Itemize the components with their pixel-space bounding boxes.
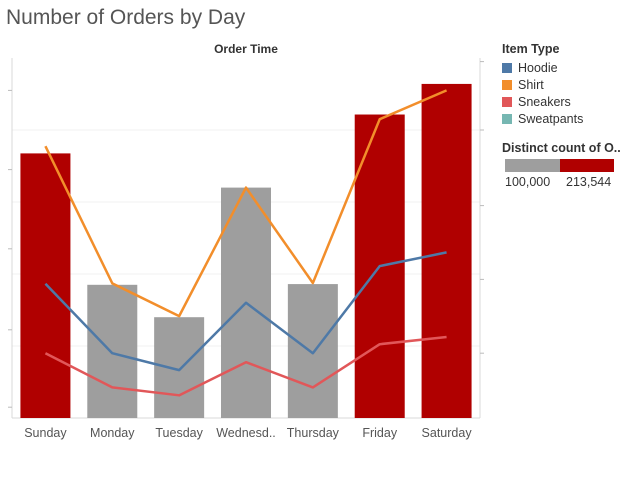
size-legend-title: Distinct count of O.. <box>502 141 621 155</box>
series-line-hoodie <box>44 251 447 372</box>
legend-label-sneakers: Sneakers <box>518 94 571 109</box>
x-tick-label: Thursday <box>287 426 340 440</box>
size-legend-min-label: 100,000 <box>505 175 551 189</box>
legend-swatch-sweatpants <box>502 113 512 124</box>
x-tick-label: Wednesd.. <box>216 426 276 440</box>
legend-item-sweatpants[interactable]: Sweatpants <box>502 110 630 127</box>
legend-label-sweatpants: Sweatpants <box>518 111 584 126</box>
x-tick-label: Monday <box>90 426 135 440</box>
series-line-sneakers <box>44 335 447 397</box>
size-legend-bar[interactable] <box>505 159 614 172</box>
chart-title: Number of Orders by Day <box>6 6 246 29</box>
bar <box>287 284 338 418</box>
x-tick-label: Sunday <box>24 426 67 440</box>
legend-label-shirt: Shirt <box>518 77 544 92</box>
legend-swatch-hoodie <box>502 62 512 73</box>
top-axis-title: Order Time <box>214 42 278 56</box>
series-line-shirt <box>44 89 448 318</box>
x-tick-label: Tuesday <box>155 426 203 440</box>
size-legend-low-swatch <box>505 159 560 172</box>
legend-label-hoodie: Hoodie <box>518 60 558 75</box>
legend-title: Item Type <box>502 42 560 56</box>
legend-swatch-sneakers <box>502 96 512 107</box>
x-tick-label: Saturday <box>422 426 473 440</box>
bar <box>20 153 71 418</box>
size-legend-high-swatch <box>560 159 614 172</box>
bar <box>421 83 472 419</box>
legend-item-sneakers[interactable]: Sneakers <box>502 93 630 110</box>
bar <box>154 317 205 418</box>
legend-swatch-shirt <box>502 79 512 90</box>
legend-item-hoodie[interactable]: Hoodie <box>502 59 630 76</box>
chart-svg: Order Time Sunday Monday Tuesday Wednesd.. Th… <box>8 42 484 440</box>
size-legend-max-label: 213,544 <box>566 175 612 189</box>
legend-item-shirt[interactable]: Shirt <box>502 76 630 93</box>
item-type-legend[interactable]: Item Type Hoodie Shirt Sneakers Sweatpan… <box>502 42 630 127</box>
x-tick-label: Friday <box>362 426 397 440</box>
